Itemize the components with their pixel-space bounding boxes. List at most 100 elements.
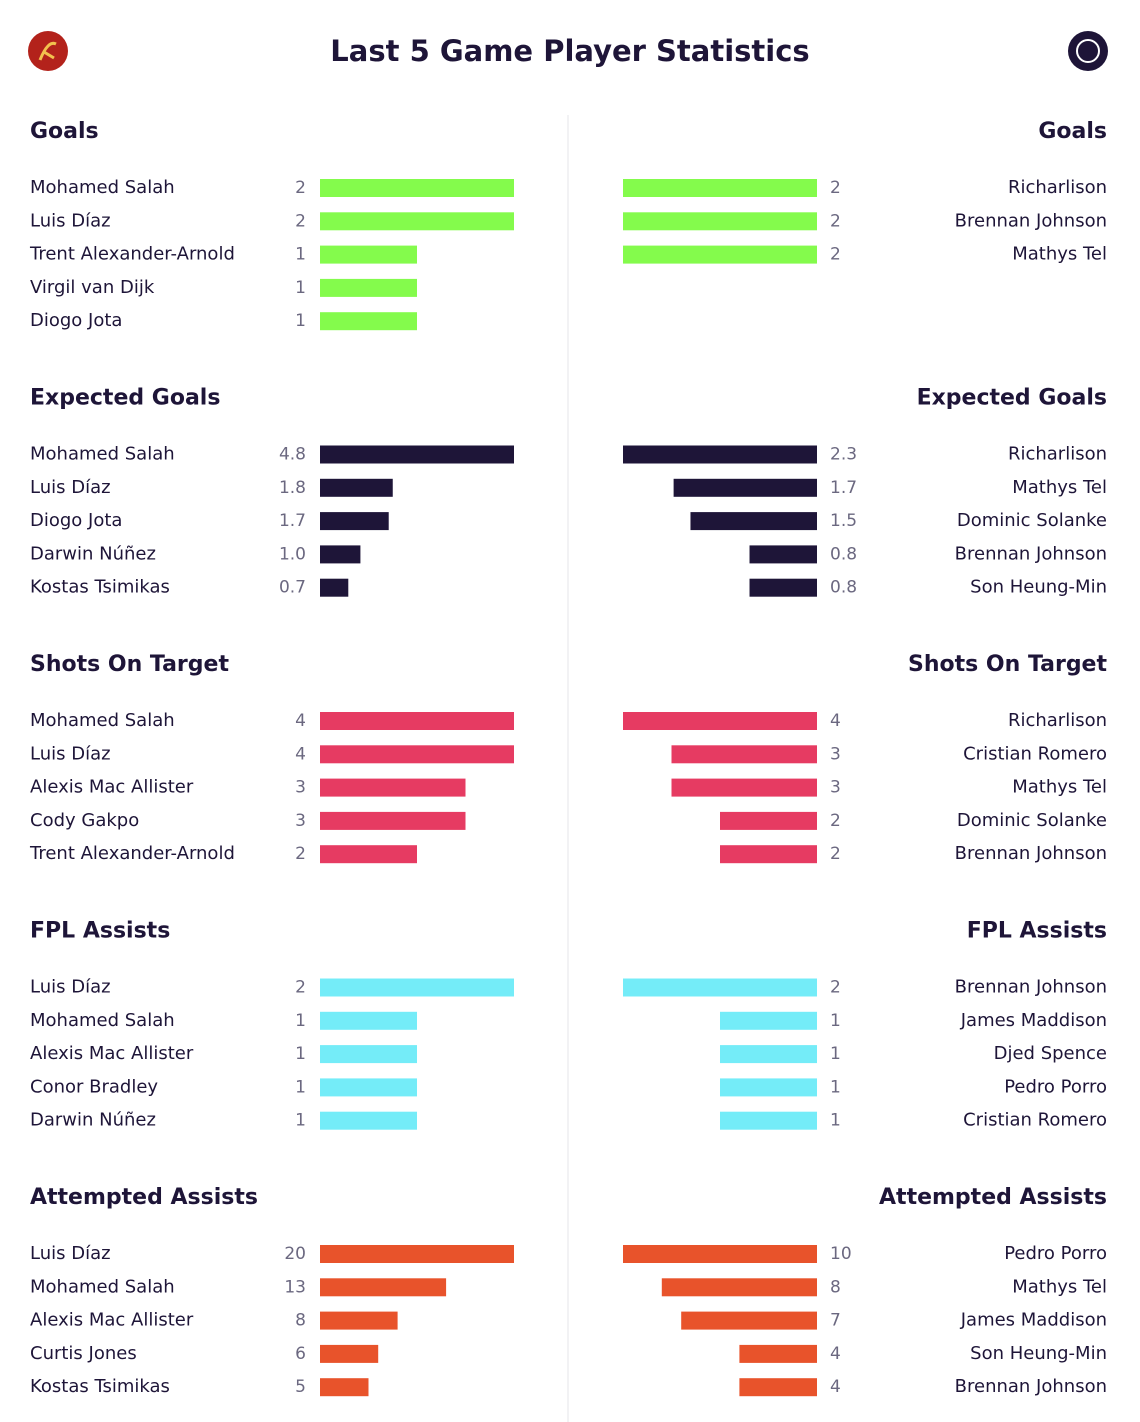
bar [320,312,417,331]
player-name: Curtis Jones [30,1343,137,1364]
bar [623,212,817,231]
value-label: 6 [295,1344,306,1364]
section-title: Attempted Assists [30,1185,258,1210]
player-name: Mohamed Salah [30,1276,175,1297]
player-name: Richarlison [1008,177,1107,198]
section-title: Goals [1038,119,1107,144]
value-label: 4 [830,711,841,731]
bar [623,712,817,730]
bar [671,778,817,797]
player-name: Pedro Porro [1004,1243,1107,1264]
section-title: Goals [30,119,99,144]
value-label: 1.5 [830,511,857,531]
bar [320,778,466,797]
value-label: 7 [830,1311,841,1331]
value-label: 10 [830,1244,852,1264]
player-name: Brennan Johnson [955,1376,1107,1397]
value-label: 1 [830,1077,841,1097]
value-label: 5 [295,1377,306,1397]
section-title: Attempted Assists [879,1185,1107,1210]
bar [320,245,417,264]
section-title: Expected Goals [30,386,220,411]
value-label: 2 [830,211,841,231]
bar [320,478,393,497]
value-label: 3 [830,778,841,798]
bar [320,1045,417,1064]
value-label: 4.8 [279,445,306,465]
bar [320,1111,417,1130]
section-title: Expected Goals [917,386,1107,411]
player-name: Luis Díaz [30,210,111,231]
player-name: Conor Bradley [30,1076,158,1097]
player-name: Dominic Solanke [957,810,1107,831]
player-name: Cristian Romero [963,743,1107,764]
value-label: 2.3 [830,445,857,465]
player-name: Richarlison [1008,444,1107,465]
bar [623,978,817,997]
player-name: Mathys Tel [1012,777,1107,798]
away-badge-mark [1076,39,1100,63]
value-label: 1 [830,1111,841,1131]
bar [320,445,514,464]
bar [320,1278,447,1297]
player-name: Trent Alexander-Arnold [29,843,235,864]
player-name: Kostas Tsimikas [30,1376,170,1397]
value-label: 1 [295,1011,306,1031]
value-label: 0.8 [830,544,857,564]
value-label: 2 [295,211,306,231]
value-label: 4 [830,1344,841,1364]
value-label: 3 [295,811,306,831]
home-badge [28,31,68,71]
player-name: Mathys Tel [1012,1276,1107,1297]
bar [720,1111,817,1130]
section-title: Shots On Target [30,652,229,677]
bar [320,978,514,997]
value-label: 8 [830,1277,841,1297]
value-label: 1 [295,1111,306,1131]
player-name: Brennan Johnson [955,210,1107,231]
bar [320,278,417,297]
player-name: Djed Spence [994,1043,1107,1064]
away-badge [1068,31,1108,71]
bar [690,512,817,531]
value-label: 20 [284,1244,306,1264]
value-label: 0.7 [279,578,306,598]
bar [623,1245,817,1263]
value-label: 2 [295,978,306,998]
player-name: Darwin Núñez [30,1110,156,1131]
bar [320,1011,417,1030]
player-name: Mathys Tel [1012,244,1107,265]
value-label: 1.7 [830,478,857,498]
value-label: 1.0 [279,544,306,564]
bar [623,245,817,264]
value-label: 13 [284,1277,306,1297]
value-label: 4 [295,744,306,764]
value-label: 4 [830,1377,841,1397]
bar [320,512,389,531]
bar [320,811,466,830]
player-name: Alexis Mac Allister [30,1043,194,1064]
bar [749,545,817,564]
player-name: Luis Díaz [30,1243,111,1264]
value-label: 8 [295,1311,306,1331]
player-name: Alexis Mac Allister [30,777,194,798]
section-title: Shots On Target [908,652,1107,677]
player-name: Richarlison [1008,710,1107,731]
page-title: Last 5 Game Player Statistics [330,34,809,68]
bar [320,179,514,197]
player-name: Luis Díaz [30,977,111,998]
section-title: FPL Assists [30,919,170,944]
player-name: Dominic Solanke [957,510,1107,531]
value-label: 3 [295,778,306,798]
bar [320,1078,417,1097]
bar [720,1011,817,1030]
player-name: Son Heung-Min [970,1343,1107,1364]
player-name: Trent Alexander-Arnold [29,244,235,265]
player-name: Mohamed Salah [30,444,175,465]
bar [749,578,817,597]
player-name: Luis Díaz [30,743,111,764]
value-label: 1 [295,245,306,265]
value-label: 1 [295,311,306,331]
